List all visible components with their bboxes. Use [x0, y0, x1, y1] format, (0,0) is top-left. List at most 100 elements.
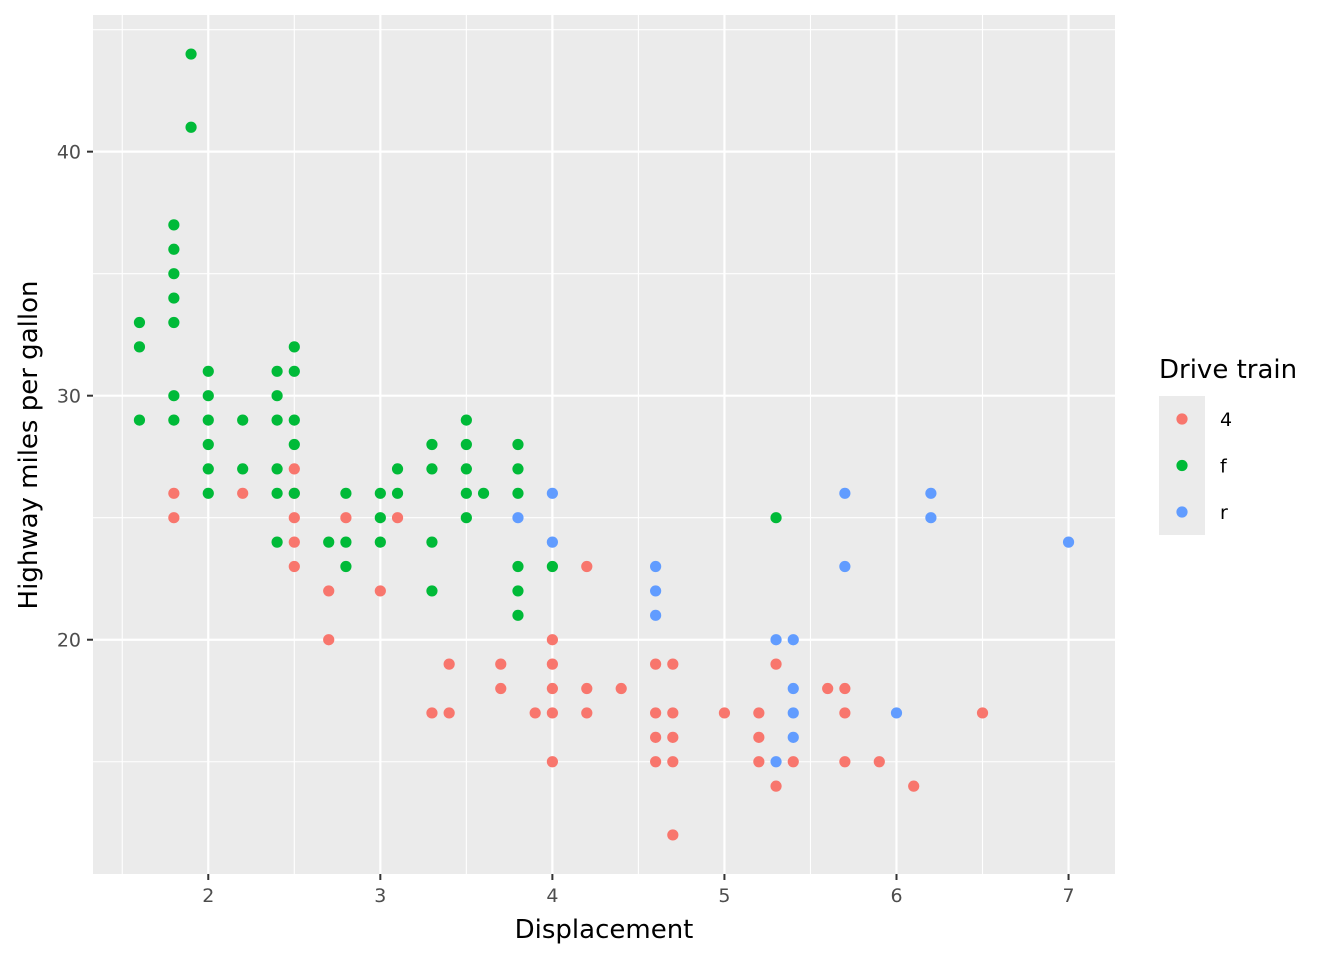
legend-label-r: r [1220, 502, 1228, 524]
legend-label-f: f [1220, 456, 1228, 478]
data-point-f [460, 512, 472, 524]
data-point-f [374, 487, 386, 499]
data-point-4 [650, 731, 662, 743]
data-point-r [890, 707, 903, 719]
legend-items: 4 f r [1176, 409, 1232, 524]
data-point-r [925, 512, 937, 524]
data-point-f [426, 463, 438, 475]
data-point-f [202, 487, 214, 499]
data-point-4 [770, 658, 782, 670]
data-point-f [340, 487, 352, 499]
data-point-4 [288, 463, 300, 475]
data-point-f [202, 463, 214, 475]
data-point-f [288, 365, 300, 377]
data-point-4 [753, 731, 765, 743]
data-point-f [512, 585, 524, 597]
x-tick-label: 3 [374, 885, 386, 907]
data-point-f [271, 365, 283, 377]
data-point-f [202, 365, 214, 377]
data-point-4 [529, 707, 541, 719]
data-point-f [512, 560, 524, 573]
data-point-r [546, 487, 558, 499]
x-tick-label: 6 [890, 885, 902, 907]
y-axis-title: Highway miles per gallon [14, 281, 44, 610]
data-point-4 [753, 707, 765, 719]
data-point-r [650, 609, 662, 621]
data-point-f [512, 609, 524, 621]
data-point-f [185, 48, 197, 60]
data-point-f [323, 536, 335, 548]
major-gridlines [93, 15, 1115, 874]
data-point-f [202, 438, 214, 451]
data-point-f [460, 487, 472, 499]
data-point-f [288, 487, 300, 499]
data-point-r [839, 560, 851, 573]
data-point-4 [718, 707, 731, 719]
data-point-4 [787, 756, 799, 768]
data-point-f [770, 512, 782, 524]
data-point-f [426, 585, 438, 597]
data-point-4 [581, 707, 593, 719]
data-point-f [391, 487, 404, 499]
data-point-r [1062, 536, 1075, 548]
data-point-r [787, 731, 799, 743]
x-axis-title: Displacement [515, 915, 694, 945]
data-point-f [391, 463, 404, 475]
data-point-r [925, 487, 937, 499]
data-point-r [650, 585, 662, 597]
legend-title: Drive train [1159, 355, 1297, 385]
data-point-4 [288, 536, 300, 548]
data-point-r [546, 536, 558, 548]
data-point-4 [340, 512, 352, 524]
data-point-4 [546, 707, 558, 719]
data-point-r [770, 634, 782, 646]
data-point-4 [323, 634, 335, 646]
data-point-f [271, 536, 283, 548]
data-point-f [133, 341, 146, 353]
data-point-4 [581, 682, 593, 695]
data-point-f [168, 316, 180, 329]
data-point-f [426, 536, 438, 548]
data-point-4 [615, 682, 627, 695]
data-point-4 [495, 658, 507, 670]
data-point-f [426, 438, 438, 451]
data-point-4 [839, 707, 851, 719]
x-tick-label: 2 [202, 885, 214, 907]
data-point-r [512, 512, 524, 524]
data-point-4 [495, 682, 507, 695]
data-point-f [340, 560, 352, 573]
x-axis: 2 3 4 5 6 7 [202, 874, 1075, 907]
data-point-r [650, 560, 662, 573]
data-point-f [202, 390, 214, 402]
data-point-4 [839, 682, 851, 695]
data-point-f [168, 268, 180, 280]
data-point-4 [237, 487, 249, 499]
data-point-4 [546, 658, 558, 670]
data-point-f [202, 414, 214, 426]
data-point-4 [546, 756, 558, 768]
data-point-f [340, 536, 352, 548]
data-point-f [374, 536, 386, 548]
data-point-f [271, 487, 283, 499]
data-point-f [288, 414, 300, 426]
minor-gridlines [93, 15, 1115, 874]
data-point-f [185, 121, 197, 133]
data-point-f [168, 414, 180, 426]
data-point-4 [667, 731, 679, 743]
data-point-f [271, 390, 283, 402]
data-point-4 [976, 707, 989, 719]
data-point-f [288, 341, 300, 353]
data-point-4 [667, 707, 679, 719]
data-point-4 [650, 756, 662, 768]
data-point-r [787, 682, 799, 695]
data-point-f [168, 243, 180, 255]
data-point-f [133, 414, 146, 426]
data-point-4 [374, 585, 386, 597]
data-point-r [770, 756, 782, 768]
data-point-4 [822, 682, 834, 695]
data-point-4 [873, 756, 885, 768]
data-point-4 [443, 707, 455, 719]
data-points [133, 48, 1075, 841]
x-tick-label: 5 [718, 885, 730, 907]
